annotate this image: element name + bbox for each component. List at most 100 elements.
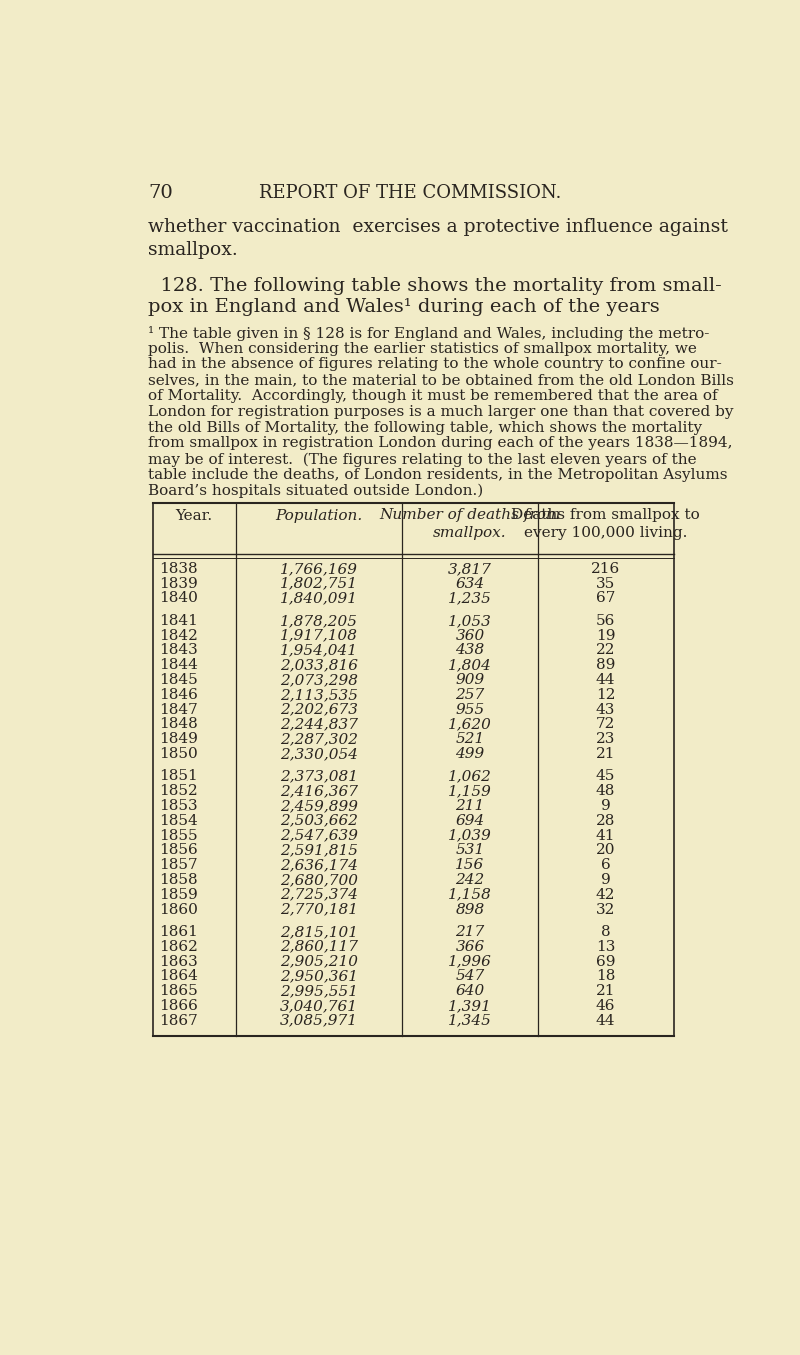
Text: 1857: 1857	[159, 858, 198, 873]
Text: 694: 694	[455, 814, 485, 828]
Text: 1,802,751: 1,802,751	[280, 577, 358, 591]
Text: Deaths from smallpox to
every 100,000 living.: Deaths from smallpox to every 100,000 li…	[511, 508, 700, 539]
Text: 1852: 1852	[159, 785, 198, 798]
Text: 1863: 1863	[159, 954, 198, 969]
Text: 1,996: 1,996	[448, 954, 492, 969]
Text: 1845: 1845	[159, 673, 198, 687]
Text: 1,062: 1,062	[448, 770, 492, 783]
Text: 1865: 1865	[159, 984, 198, 999]
Text: 1860: 1860	[159, 902, 198, 916]
Text: 23: 23	[596, 732, 615, 747]
Text: whether vaccination  exercises a protective influence against: whether vaccination exercises a protecti…	[148, 218, 728, 236]
Text: polis.  When considering the earlier statistics of smallpox mortality, we: polis. When considering the earlier stat…	[148, 341, 697, 355]
Text: 1851: 1851	[159, 770, 198, 783]
Text: 909: 909	[455, 673, 485, 687]
Text: 13: 13	[596, 940, 615, 954]
Text: 1855: 1855	[159, 828, 198, 843]
Text: 19: 19	[596, 629, 615, 642]
Text: 72: 72	[596, 717, 615, 732]
Text: 531: 531	[455, 843, 485, 858]
Text: 1,620: 1,620	[448, 717, 492, 732]
Text: Population.: Population.	[275, 509, 362, 523]
Text: 1867: 1867	[159, 1014, 198, 1027]
Text: 242: 242	[455, 873, 485, 888]
Text: 2,287,302: 2,287,302	[280, 732, 358, 747]
Text: 1853: 1853	[159, 799, 198, 813]
Text: 48: 48	[596, 785, 615, 798]
Text: 1856: 1856	[159, 843, 198, 858]
Text: 2,680,700: 2,680,700	[280, 873, 358, 888]
Text: 2,373,081: 2,373,081	[280, 770, 358, 783]
Text: 1839: 1839	[159, 577, 198, 591]
Text: 18: 18	[596, 969, 615, 984]
Text: 69: 69	[596, 954, 615, 969]
Text: 955: 955	[455, 703, 485, 717]
Text: Board’s hospitals situated outside London.): Board’s hospitals situated outside Londo…	[148, 484, 483, 499]
Text: 2,113,535: 2,113,535	[280, 688, 358, 702]
Text: table include the deaths, of London residents, in the Metropolitan Asylums: table include the deaths, of London resi…	[148, 467, 727, 482]
Text: 1838: 1838	[159, 562, 198, 576]
Text: 1859: 1859	[159, 888, 198, 901]
Text: pox in England and Wales¹ during each of the years: pox in England and Wales¹ during each of…	[148, 298, 660, 316]
Text: 9: 9	[601, 799, 610, 813]
Text: 1,159: 1,159	[448, 785, 492, 798]
Text: 2,073,298: 2,073,298	[280, 673, 358, 687]
Text: REPORT OF THE COMMISSION.: REPORT OF THE COMMISSION.	[259, 184, 561, 202]
Text: 156: 156	[455, 858, 485, 873]
Text: 1848: 1848	[159, 717, 198, 732]
Text: 41: 41	[596, 828, 615, 843]
Text: 2,033,816: 2,033,816	[280, 659, 358, 672]
Text: 1,878,205: 1,878,205	[280, 614, 358, 627]
Text: 45: 45	[596, 770, 615, 783]
Text: 521: 521	[455, 732, 485, 747]
Text: 32: 32	[596, 902, 615, 916]
Text: 216: 216	[591, 562, 620, 576]
Text: 2,244,837: 2,244,837	[280, 717, 358, 732]
Text: 2,905,210: 2,905,210	[280, 954, 358, 969]
Text: 217: 217	[455, 925, 485, 939]
Text: 1,917,108: 1,917,108	[280, 629, 358, 642]
Text: 634: 634	[455, 577, 485, 591]
Text: 67: 67	[596, 591, 615, 606]
Text: 1,039: 1,039	[448, 828, 492, 843]
Text: 128. The following table shows the mortality from small-: 128. The following table shows the morta…	[148, 276, 722, 294]
Text: 360: 360	[455, 629, 485, 642]
Text: 44: 44	[596, 1014, 615, 1027]
Text: 1854: 1854	[159, 814, 198, 828]
Text: 2,636,174: 2,636,174	[280, 858, 358, 873]
Text: London for registration purposes is a much larger one than that covered by: London for registration purposes is a mu…	[148, 405, 734, 419]
Text: 2,815,101: 2,815,101	[280, 925, 358, 939]
Text: Number of deaths from
smallpox.: Number of deaths from smallpox.	[379, 508, 561, 539]
Text: 3,040,761: 3,040,761	[280, 999, 358, 1014]
Text: 211: 211	[455, 799, 485, 813]
Text: 8: 8	[601, 925, 610, 939]
Text: 2,330,054: 2,330,054	[280, 747, 358, 762]
Text: 2,459,899: 2,459,899	[280, 799, 358, 813]
Text: smallpox.: smallpox.	[148, 241, 238, 259]
Text: 257: 257	[455, 688, 485, 702]
Text: 1864: 1864	[159, 969, 198, 984]
Text: 1,158: 1,158	[448, 888, 492, 901]
Text: 1,954,041: 1,954,041	[280, 644, 358, 657]
Text: 2,591,815: 2,591,815	[280, 843, 358, 858]
Text: 1,053: 1,053	[448, 614, 492, 627]
Text: 2,725,374: 2,725,374	[280, 888, 358, 901]
Text: 2,950,361: 2,950,361	[280, 969, 358, 984]
Text: 1,235: 1,235	[448, 591, 492, 606]
Text: may be of interest.  (The figures relating to the last eleven years of the: may be of interest. (The figures relatin…	[148, 453, 697, 466]
Text: 2,547,639: 2,547,639	[280, 828, 358, 843]
Text: 2,416,367: 2,416,367	[280, 785, 358, 798]
Text: 1847: 1847	[159, 703, 198, 717]
Text: 2,860,117: 2,860,117	[280, 940, 358, 954]
Text: 2,202,673: 2,202,673	[280, 703, 358, 717]
Text: 2,503,662: 2,503,662	[280, 814, 358, 828]
Text: 44: 44	[596, 673, 615, 687]
Text: 43: 43	[596, 703, 615, 717]
Text: 1861: 1861	[159, 925, 198, 939]
Text: 46: 46	[596, 999, 615, 1014]
Text: ¹ The table given in § 128 is for England and Wales, including the metro-: ¹ The table given in § 128 is for Englan…	[148, 325, 710, 341]
Text: 3,817: 3,817	[448, 562, 492, 576]
Text: 20: 20	[596, 843, 615, 858]
Text: 12: 12	[596, 688, 615, 702]
Text: 35: 35	[596, 577, 615, 591]
